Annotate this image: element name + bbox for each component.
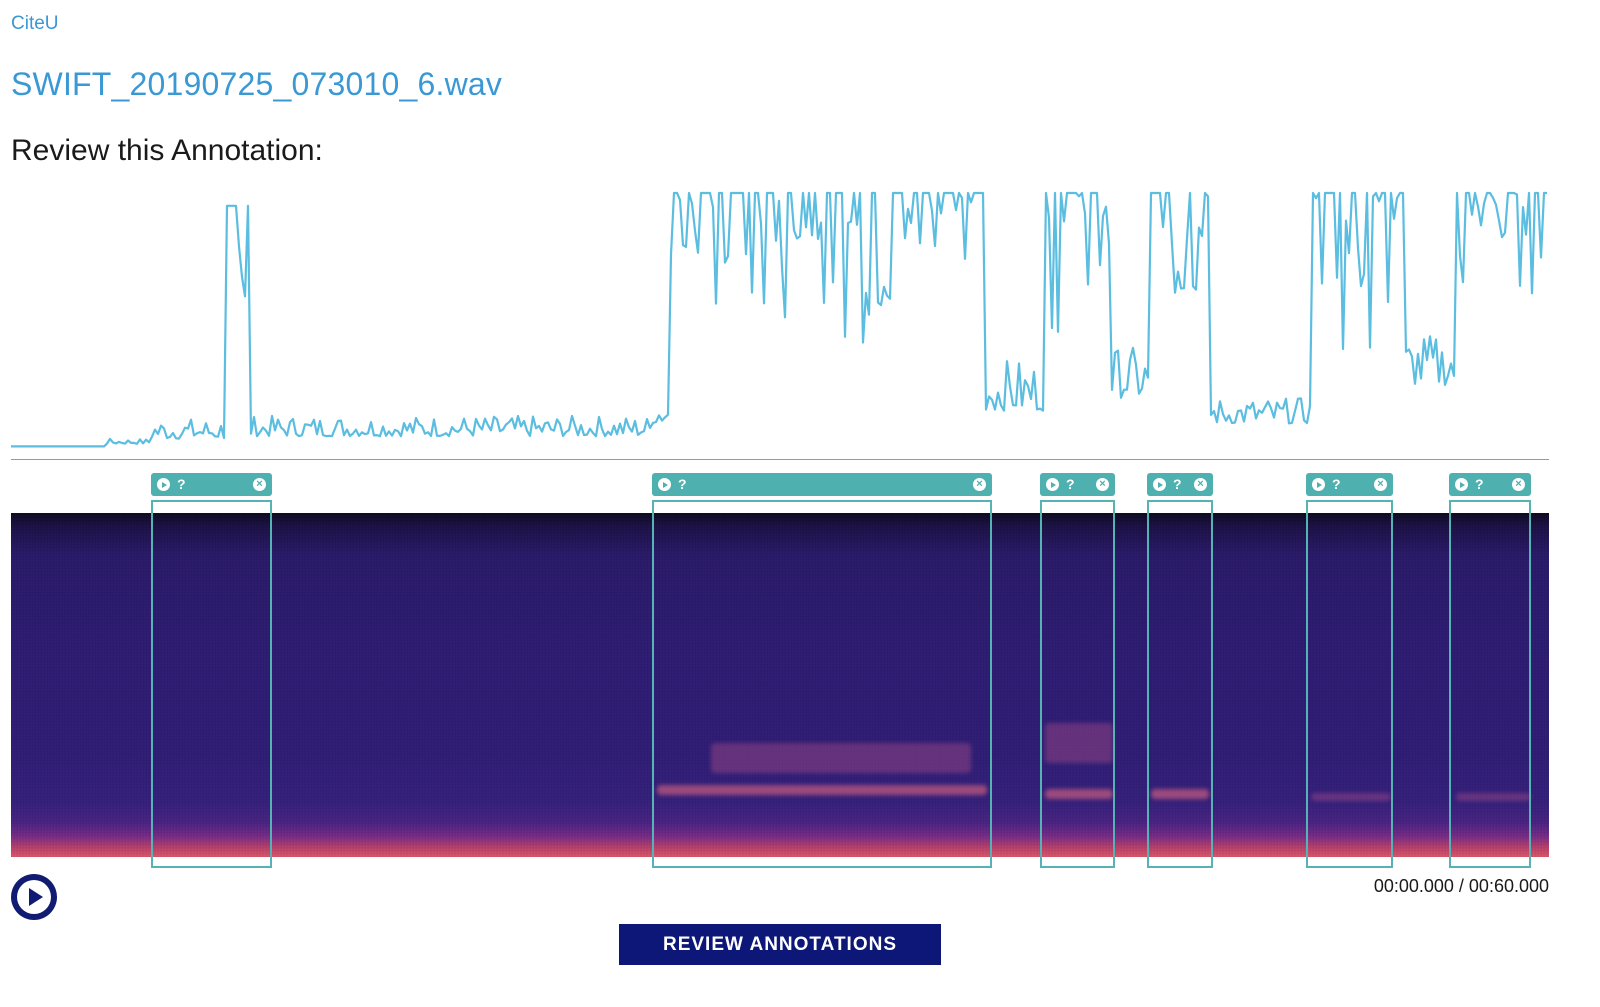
annotation-box[interactable] [151,500,272,868]
annotation-play-icon[interactable] [1046,478,1059,491]
annotation-header: ? × [652,473,992,496]
annotation-box[interactable] [1306,500,1393,868]
time-display: 00:00.000 / 00:60.000 [1374,876,1549,897]
annotation-box[interactable] [652,500,992,868]
annotation-box[interactable] [1040,500,1115,868]
spectrogram-call [1151,789,1209,799]
annotation-close-icon[interactable]: × [1096,478,1109,491]
annotation-label[interactable]: ? [1173,476,1182,492]
annotation-label[interactable]: ? [177,476,186,492]
spectrogram-call [657,785,987,795]
annotation-header: ? × [151,473,272,496]
time-separator: / [1453,876,1469,896]
spectrogram-noise [11,513,1549,857]
annotation-box[interactable] [1449,500,1531,868]
spectrogram-call [1045,723,1113,763]
spectrogram-call [711,743,971,773]
annotation-close-icon[interactable]: × [1194,478,1207,491]
spectrogram-call [1045,789,1113,799]
brand-link[interactable]: CiteU [11,13,59,34]
annotation-header: ? × [1306,473,1393,496]
spectrogram[interactable] [11,513,1549,857]
current-time: 00:00.000 [1373,876,1454,896]
annotation-header: ? × [1449,473,1531,496]
annotation-label[interactable]: ? [678,476,687,492]
annotation-close-icon[interactable]: × [253,478,266,491]
annotation-header: ? × [1147,473,1213,496]
duration: 00:60.000 [1468,876,1549,896]
annotation-close-icon[interactable]: × [1512,478,1525,491]
review-annotations-button[interactable]: REVIEW ANNOTATIONS [619,924,941,965]
annotation-play-icon[interactable] [1153,478,1166,491]
annotation-label[interactable]: ? [1066,476,1075,492]
annotation-close-icon[interactable]: × [1374,478,1387,491]
annotation-box[interactable] [1147,500,1213,868]
waveform-divider [11,459,1549,460]
annotation-play-icon[interactable] [658,478,671,491]
file-title-link[interactable]: SWIFT_20190725_073010_6.wav [11,66,503,102]
play-icon [17,880,51,914]
annotation-play-icon[interactable] [157,478,170,491]
waveform-plot[interactable] [11,185,1549,457]
annotation-play-icon[interactable] [1455,478,1468,491]
waveform-line [11,191,1547,448]
play-button[interactable] [11,874,57,920]
spectrogram-call [1311,793,1391,801]
annotation-play-icon[interactable] [1312,478,1325,491]
annotation-header: ? × [1040,473,1115,496]
review-heading: Review this Annotation: [11,134,323,167]
annotation-label[interactable]: ? [1332,476,1341,492]
spectrogram-call [1456,793,1531,801]
annotation-close-icon[interactable]: × [973,478,986,491]
annotation-label[interactable]: ? [1475,476,1484,492]
